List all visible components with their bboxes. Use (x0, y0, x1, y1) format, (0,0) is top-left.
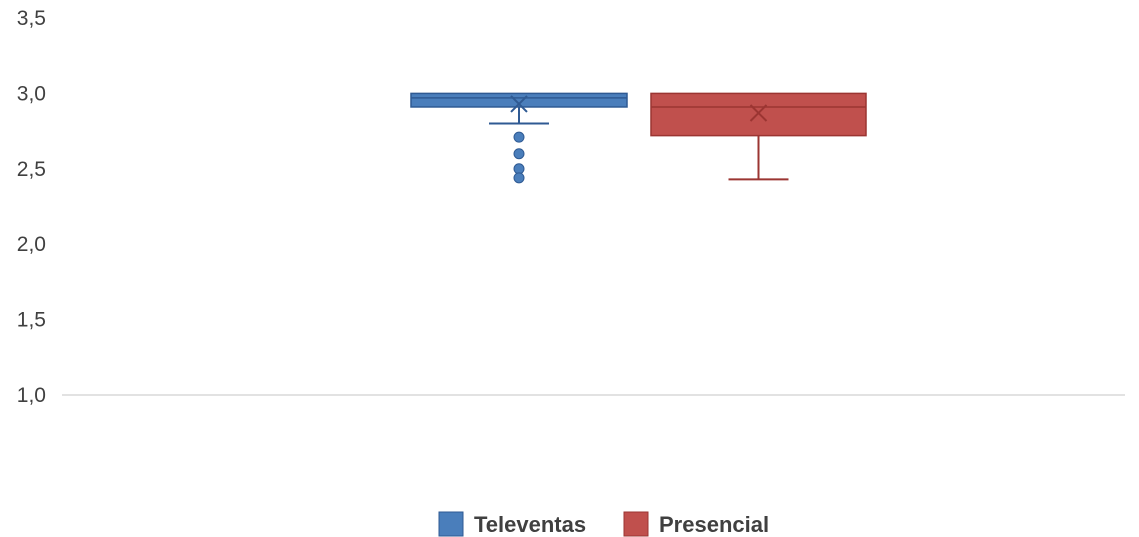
legend-swatch-televentas (438, 511, 464, 537)
mean-marker (510, 95, 528, 113)
legend: Televentas Presencial (438, 511, 769, 537)
y-axis: 1,0 1,5 2,0 2,5 3,0 3,5 (17, 7, 46, 407)
legend-label-televentas: Televentas (474, 512, 586, 537)
box-iqr (650, 92, 867, 137)
y-tick-label: 3,0 (17, 82, 46, 105)
y-tick-label: 2,5 (17, 158, 46, 181)
legend-label-presencial: Presencial (659, 512, 769, 537)
outlier-point (513, 131, 525, 143)
y-tick-label: 1,5 (17, 309, 46, 332)
y-tick-label: 1,0 (17, 384, 46, 407)
y-tick-label: 3,5 (17, 7, 46, 30)
outlier-point (513, 163, 525, 175)
plot-area (410, 92, 867, 184)
box-presencial (650, 92, 867, 181)
outlier-point (513, 148, 525, 160)
y-tick-label: 2,0 (17, 233, 46, 256)
mean-marker (749, 104, 768, 122)
box-iqr (410, 92, 628, 108)
box-televentas (410, 92, 628, 184)
legend-swatch-presencial (623, 511, 649, 537)
outlier-point (513, 172, 525, 184)
